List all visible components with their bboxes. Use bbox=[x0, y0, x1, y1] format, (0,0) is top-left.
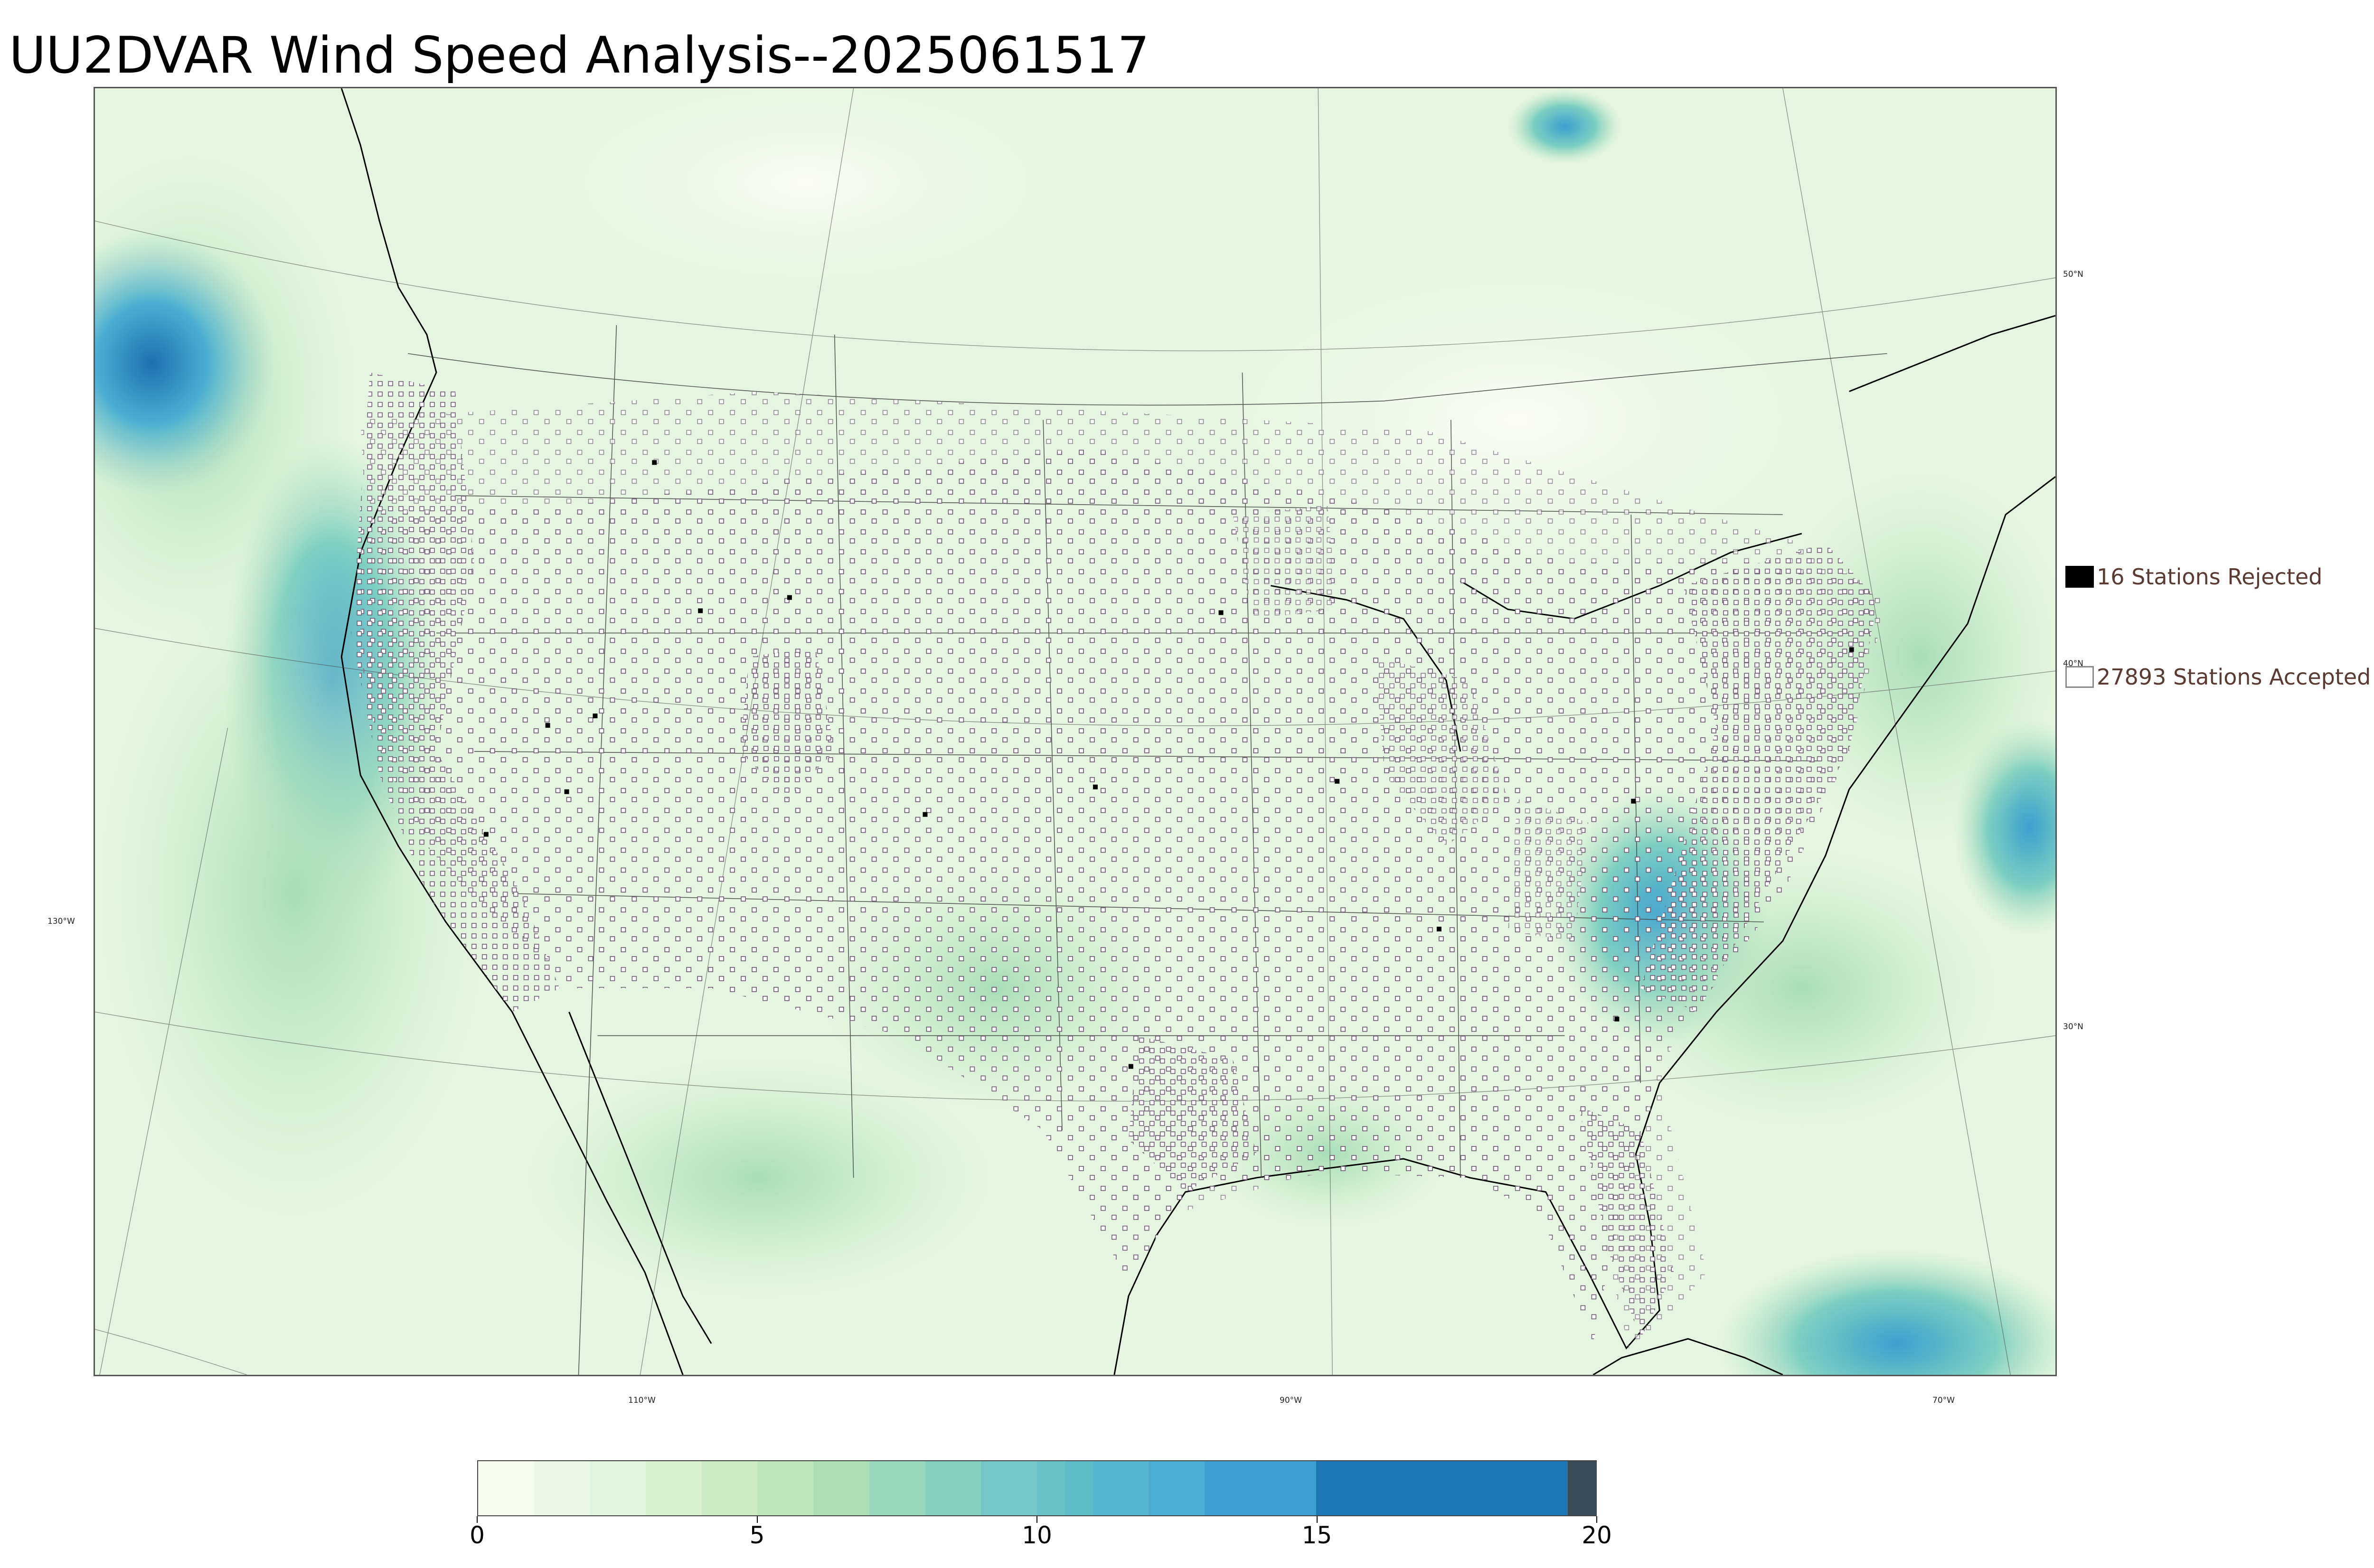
colorbar-tick bbox=[756, 1516, 758, 1523]
station-markers bbox=[351, 372, 1887, 1358]
colorbar-segment bbox=[1093, 1461, 1149, 1515]
colorbar-segment bbox=[701, 1461, 758, 1515]
colorbar-segment bbox=[1204, 1461, 1317, 1515]
colorbar-segment bbox=[1567, 1461, 1596, 1515]
rejected-stations bbox=[483, 460, 1854, 1069]
rejected-label: 16 Stations Rejected bbox=[2097, 564, 2323, 590]
lon-label-110w: 110°W bbox=[628, 1396, 656, 1405]
legend-accepted: 27893 Stations Accepted bbox=[2065, 663, 2371, 691]
wind-speed-map bbox=[95, 88, 2055, 1375]
colorbar-segments bbox=[478, 1461, 1596, 1515]
colorbar-segment bbox=[1036, 1461, 1065, 1515]
chart-title: UU2DVAR Wind Speed Analysis--2025061517 bbox=[9, 26, 1149, 85]
colorbar-tick-label: 15 bbox=[1301, 1521, 1332, 1549]
colorbar-segment bbox=[1065, 1461, 1093, 1515]
accepted-label: 27893 Stations Accepted bbox=[2097, 664, 2371, 690]
colorbar-tick-label: 10 bbox=[1022, 1521, 1052, 1549]
hollow-square-icon bbox=[2065, 666, 2094, 688]
filled-square-icon bbox=[2065, 566, 2094, 588]
lat-label-30n: 30°N bbox=[2063, 1022, 2083, 1032]
lon-label-90w: 90°W bbox=[1280, 1396, 1302, 1405]
colorbar-segment bbox=[757, 1461, 814, 1515]
lat-label-50n: 50°N bbox=[2063, 270, 2083, 279]
colorbar-tick bbox=[1596, 1516, 1597, 1523]
legend-rejected: 16 Stations Rejected bbox=[2065, 563, 2322, 591]
colorbar-segment bbox=[590, 1461, 646, 1515]
colorbar-segment bbox=[1149, 1461, 1205, 1515]
colorbar-tick bbox=[477, 1516, 478, 1523]
colorbar-tick-label: 0 bbox=[470, 1521, 485, 1549]
colorbar-tick-label: 5 bbox=[749, 1521, 765, 1549]
colorbar-segment bbox=[925, 1461, 981, 1515]
lon-label-70w: 70°W bbox=[1932, 1396, 1955, 1405]
colorbar-segment bbox=[813, 1461, 869, 1515]
colorbar-segment bbox=[478, 1461, 534, 1515]
colorbar-segment bbox=[534, 1461, 590, 1515]
colorbar-tick-label: 20 bbox=[1582, 1521, 1612, 1549]
colorbar-tick bbox=[1036, 1516, 1037, 1523]
colorbar-segment bbox=[981, 1461, 1037, 1515]
colorbar-tick bbox=[1316, 1516, 1318, 1523]
colorbar-segment bbox=[869, 1461, 925, 1515]
map-panel[interactable] bbox=[94, 87, 2057, 1376]
lon-label-130w: 130°W bbox=[47, 917, 75, 926]
colorbar-segment bbox=[646, 1461, 702, 1515]
colorbar bbox=[477, 1460, 1597, 1516]
colorbar-segment bbox=[1316, 1461, 1568, 1515]
